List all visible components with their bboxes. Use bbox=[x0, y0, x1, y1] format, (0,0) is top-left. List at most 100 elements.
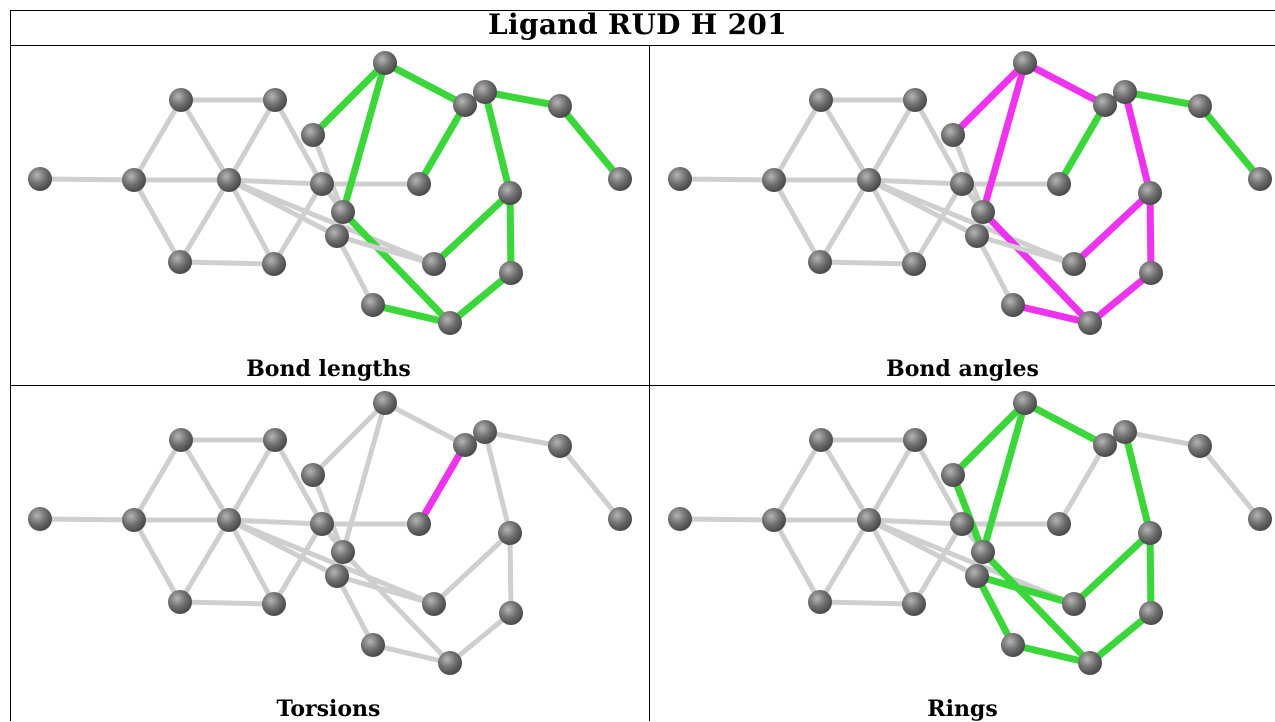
atom-r bbox=[422, 592, 446, 616]
bond-e-c bbox=[818, 437, 872, 523]
panel-bond-lengths bbox=[28, 51, 632, 335]
bond-t-v bbox=[1086, 609, 1155, 667]
atom-q bbox=[965, 224, 989, 248]
atom-g bbox=[168, 250, 192, 274]
bond-g-h bbox=[817, 259, 917, 267]
atom-b bbox=[122, 508, 146, 532]
atom-i bbox=[941, 123, 965, 147]
atom-l bbox=[473, 420, 497, 444]
atom-k bbox=[1093, 433, 1117, 457]
atom-u bbox=[361, 293, 385, 317]
atom-h bbox=[902, 252, 926, 276]
bond-u-q bbox=[334, 233, 376, 308]
bond-l-s bbox=[1121, 428, 1154, 537]
bond-g-h bbox=[177, 599, 277, 607]
bond-s-t bbox=[507, 530, 514, 616]
bond-l-s bbox=[482, 429, 513, 536]
atom-m bbox=[1188, 434, 1212, 458]
atom-o bbox=[1047, 512, 1071, 536]
atom-p bbox=[971, 200, 995, 224]
bond-m-n bbox=[556, 102, 624, 183]
bond-c-d bbox=[866, 177, 965, 187]
bond-s-r bbox=[430, 189, 514, 268]
atom-i bbox=[941, 463, 965, 487]
bond-b-g bbox=[771, 177, 823, 265]
atom-c bbox=[857, 168, 881, 192]
bond-t-v bbox=[446, 269, 515, 327]
bond-l-s bbox=[481, 88, 514, 197]
atom-s bbox=[1138, 181, 1162, 205]
atom-p bbox=[331, 540, 355, 564]
bond-v-u bbox=[1009, 301, 1094, 327]
bond-s-t bbox=[1146, 529, 1155, 617]
bond-j-k bbox=[1021, 399, 1109, 449]
atom-t bbox=[499, 601, 523, 625]
bond-i-j bbox=[949, 399, 1029, 479]
bond-q-r bbox=[974, 233, 1077, 267]
bond-v-u bbox=[370, 642, 453, 666]
bond-c-d bbox=[226, 517, 325, 527]
bond-j-p bbox=[979, 59, 1029, 216]
bond-f-d bbox=[912, 97, 965, 187]
column-divider bbox=[649, 45, 650, 721]
atom-o bbox=[407, 172, 431, 196]
bond-s-r bbox=[431, 530, 513, 607]
atom-s bbox=[498, 181, 522, 205]
atom-v bbox=[438, 651, 462, 675]
atom-v bbox=[1078, 311, 1102, 335]
bond-b-g bbox=[131, 517, 183, 605]
bond-e-c bbox=[818, 97, 872, 183]
atom-i bbox=[301, 463, 325, 487]
atom-m bbox=[548, 434, 572, 458]
atom-a bbox=[668, 167, 692, 191]
atom-p bbox=[971, 540, 995, 564]
atom-v bbox=[1078, 651, 1102, 675]
atom-e bbox=[809, 88, 833, 112]
atom-e bbox=[169, 428, 193, 452]
atom-u bbox=[361, 633, 385, 657]
bond-k-o bbox=[415, 101, 469, 188]
bond-s-r bbox=[1070, 529, 1154, 608]
bond-c-d bbox=[866, 517, 965, 527]
bond-u-q bbox=[334, 573, 376, 648]
atom-l bbox=[1113, 420, 1137, 444]
bond-v-p bbox=[979, 208, 1094, 327]
bond-h-d bbox=[271, 521, 325, 607]
panel-torsions bbox=[28, 391, 632, 675]
atom-e bbox=[809, 428, 833, 452]
atom-a bbox=[28, 507, 52, 531]
bond-h-c bbox=[866, 517, 917, 607]
atom-d bbox=[310, 172, 334, 196]
bond-l-m bbox=[1121, 88, 1204, 110]
atom-m bbox=[548, 94, 572, 118]
bond-h-d bbox=[911, 181, 965, 267]
bond-g-c bbox=[817, 177, 872, 265]
atom-d bbox=[310, 512, 334, 536]
bond-i-j bbox=[310, 400, 388, 478]
bond-l-m bbox=[482, 429, 563, 449]
bond-b-g bbox=[771, 517, 823, 605]
atom-i bbox=[301, 123, 325, 147]
atom-n bbox=[608, 167, 632, 191]
bond-h-c bbox=[226, 517, 277, 607]
atom-n bbox=[1248, 167, 1272, 191]
caption-bond-angles: Bond angles bbox=[886, 356, 1039, 382]
bond-m-n bbox=[1196, 102, 1264, 183]
bond-f-c bbox=[226, 97, 278, 183]
atom-j bbox=[1013, 391, 1037, 415]
bond-f-d bbox=[912, 437, 965, 527]
bond-f-d bbox=[272, 437, 325, 527]
atom-m bbox=[1188, 94, 1212, 118]
atom-d bbox=[950, 512, 974, 536]
bond-q-r bbox=[334, 573, 437, 607]
atom-e bbox=[169, 88, 193, 112]
atom-r bbox=[1062, 592, 1086, 616]
atom-f bbox=[903, 428, 927, 452]
bond-f-c bbox=[866, 97, 918, 183]
atom-k bbox=[1093, 93, 1117, 117]
bond-l-m bbox=[1122, 429, 1203, 449]
bond-a-b bbox=[37, 516, 137, 523]
bond-b-e bbox=[131, 97, 184, 183]
bond-l-s bbox=[1121, 88, 1154, 197]
atom-t bbox=[1139, 601, 1163, 625]
